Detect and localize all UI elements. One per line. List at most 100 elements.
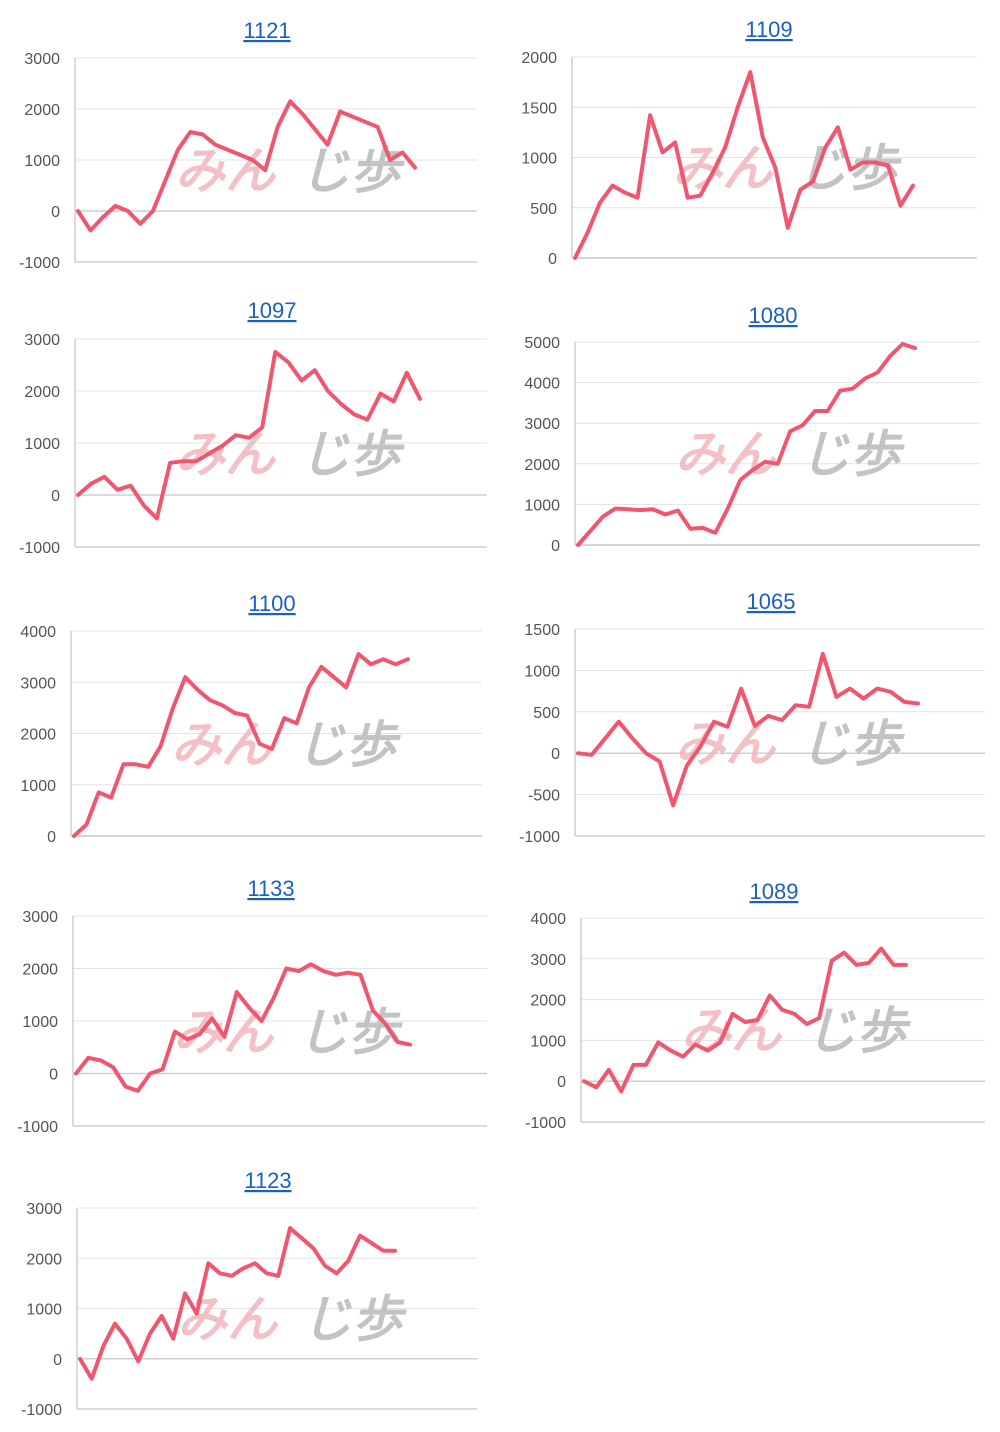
data-point	[287, 360, 291, 364]
watermark-part-b: じ歩	[298, 1004, 403, 1062]
data-point	[801, 423, 805, 427]
data-point	[74, 1072, 78, 1076]
chart-title-link[interactable]: 1080	[749, 303, 798, 328]
watermark-part-a: みん	[177, 1291, 279, 1349]
data-point	[848, 168, 852, 172]
data-point	[151, 209, 155, 213]
data-point	[309, 962, 313, 966]
data-point	[241, 1266, 245, 1270]
data-point	[234, 433, 238, 437]
data-point	[726, 507, 730, 511]
data-point	[159, 744, 163, 748]
data-point	[113, 1322, 117, 1326]
data-point	[210, 1016, 214, 1020]
data-point	[307, 685, 311, 689]
data-point	[644, 1063, 648, 1067]
data-point	[873, 161, 877, 165]
y-tick-label: -1000	[19, 255, 60, 272]
data-point	[658, 760, 662, 764]
data-point	[718, 1040, 722, 1044]
data-point	[855, 963, 859, 967]
data-point	[284, 967, 288, 971]
data-point	[671, 803, 675, 807]
data-point	[332, 675, 336, 679]
data-point	[183, 675, 187, 679]
data-point	[821, 652, 825, 656]
data-point	[813, 409, 817, 413]
watermark-part-b: じ歩	[300, 425, 405, 483]
watermark-part-a: みん	[675, 426, 777, 484]
chart-title-link[interactable]: 1065	[747, 589, 796, 614]
y-tick-label: 1000	[530, 1033, 566, 1050]
data-point	[576, 543, 580, 547]
data-point	[222, 1035, 226, 1039]
chart-title-link[interactable]: 1089	[750, 879, 799, 904]
data-point	[388, 158, 392, 162]
chart-title-link[interactable]: 1133	[247, 876, 294, 901]
y-tick-label: 4000	[530, 911, 566, 928]
chart-title-link[interactable]: 1123	[244, 1168, 291, 1193]
chart-title-link[interactable]: 1100	[248, 591, 295, 616]
data-point	[698, 194, 702, 198]
data-point	[738, 478, 742, 482]
data-point	[102, 475, 106, 479]
data-point	[235, 990, 239, 994]
data-point	[712, 720, 716, 724]
data-point	[352, 412, 356, 416]
data-point	[297, 969, 301, 973]
data-point	[807, 705, 811, 709]
y-tick-label: -1000	[17, 1119, 58, 1136]
data-point	[116, 488, 120, 492]
data-point	[126, 209, 130, 213]
data-point	[694, 1043, 698, 1047]
chart-title-link[interactable]: 1121	[243, 18, 290, 43]
data-point	[904, 963, 908, 967]
data-point	[311, 1246, 315, 1250]
series-line	[576, 342, 917, 547]
y-tick-label: 1000	[524, 497, 560, 514]
data-point	[401, 150, 405, 154]
data-point	[251, 158, 255, 162]
data-point	[793, 1012, 797, 1016]
chart-title-link[interactable]: 1097	[248, 298, 297, 323]
chart-title-link[interactable]: 1109	[745, 17, 792, 42]
data-point	[798, 188, 802, 192]
y-tick-label: 5000	[524, 335, 560, 352]
y-tick-label: 3000	[524, 416, 560, 433]
data-point	[701, 526, 705, 530]
data-point	[338, 110, 342, 114]
data-point	[396, 1040, 400, 1044]
watermark-part-a: みん	[175, 142, 277, 200]
data-point	[823, 145, 827, 149]
data-point	[405, 371, 409, 375]
y-tick-label: 3000	[24, 332, 60, 349]
series-line	[72, 652, 410, 838]
data-point	[773, 166, 777, 170]
watermark-part-b: じ歩	[302, 1291, 407, 1349]
data-point	[371, 1009, 375, 1013]
data-point	[889, 690, 893, 694]
data-point	[233, 711, 237, 715]
data-point	[198, 1032, 202, 1036]
data-point	[276, 1274, 280, 1278]
data-point	[851, 387, 855, 391]
data-point	[867, 961, 871, 965]
data-point	[876, 371, 880, 375]
y-tick-label: 1500	[524, 622, 560, 639]
data-point	[226, 148, 230, 152]
data-point	[669, 1049, 673, 1053]
data-point	[626, 507, 630, 511]
y-tick-label: 0	[551, 746, 560, 763]
data-point	[319, 665, 323, 669]
y-tick-label: 0	[49, 1067, 58, 1084]
data-point	[288, 99, 292, 103]
data-point	[142, 503, 146, 507]
data-point	[834, 695, 838, 699]
y-tick-label: 1000	[24, 436, 60, 453]
y-tick-label: 0	[557, 1074, 566, 1091]
data-point	[136, 1089, 140, 1093]
series-line	[573, 70, 915, 260]
data-point	[213, 143, 217, 147]
data-point	[623, 191, 627, 195]
